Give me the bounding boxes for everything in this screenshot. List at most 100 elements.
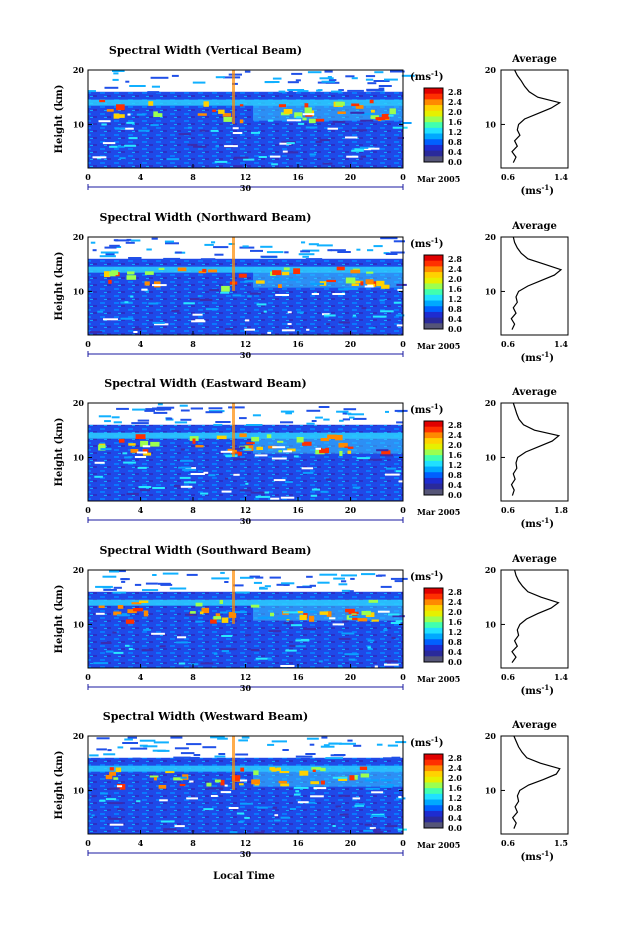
heatmap-cell (112, 591, 127, 594)
heatmap-cell (253, 581, 262, 584)
colorbar-tick-label: 2.4 (448, 597, 462, 607)
x-axis-title: Local Time (213, 871, 275, 882)
heatmap-cell (390, 577, 408, 580)
heatmap-cell (355, 105, 364, 109)
x-tick-label: 0 (85, 838, 91, 848)
heatmap-cell (190, 611, 196, 615)
heatmap-cell (333, 577, 345, 580)
heatmap-cell (195, 445, 204, 448)
heatmap-cell (396, 797, 406, 800)
heatmap-cell (242, 448, 252, 451)
average-title: Average (511, 387, 557, 398)
chart-title: Spectral Width (Vertical Beam) (109, 44, 302, 57)
heatmap-cell (208, 787, 224, 790)
heatmap-cell (297, 611, 304, 614)
heatmap-cell (128, 443, 136, 446)
colorbar-segment (424, 122, 443, 129)
heatmap-cell (118, 438, 125, 443)
heatmap-cell (271, 768, 277, 772)
heatmap-cell (266, 657, 272, 660)
heatmap-cell (257, 616, 267, 619)
heatmap-cell (195, 319, 205, 322)
heatmap-cell (96, 748, 107, 751)
colorbar-segment (424, 771, 443, 778)
heatmap-cell (276, 767, 281, 771)
heatmap-cell (124, 456, 132, 459)
heatmap-cell (256, 446, 263, 450)
heatmap-cell (109, 771, 116, 776)
heatmap-cell (121, 580, 126, 583)
colorbar-segment (424, 799, 443, 806)
colorbar-segment (424, 754, 443, 761)
colorbar-tick-label: 1.2 (448, 627, 462, 637)
heatmap-cell (278, 450, 283, 453)
heatmap-cell (305, 801, 316, 804)
heatmap-cell (255, 657, 268, 660)
colorbar-unit: (ms-1) (410, 735, 443, 749)
heatmap-cell (385, 253, 398, 255)
heatmap-cell (351, 149, 364, 152)
heatmap-cell (366, 88, 385, 91)
colorbar-tick-label: 2.8 (448, 587, 462, 597)
heatmap-cell (108, 280, 112, 284)
heatmap-cell (264, 585, 271, 588)
colorbar-segment (424, 93, 443, 100)
colorbar-segment (424, 489, 443, 496)
heatmap-cell (349, 416, 355, 419)
heatmap-cell (182, 468, 197, 471)
colorbar-segment (424, 477, 443, 485)
heatmap-cell (302, 441, 312, 446)
chart-panel-1: Spectral Width (Northward Beam) 20 10 Heigh… (54, 211, 569, 364)
heatmap-cell (335, 805, 342, 808)
heatmap-cell (285, 649, 297, 652)
colorbar-segment (424, 133, 443, 140)
heatmap-cell (215, 76, 225, 79)
heatmap-cell (319, 139, 330, 142)
colorbar-segment (424, 156, 443, 163)
heatmap-cell (188, 126, 192, 129)
heatmap-cell (396, 283, 407, 286)
heatmap-cell (116, 104, 125, 111)
heatmap-cell (183, 481, 197, 484)
heatmap-streak (232, 403, 235, 457)
colorbar-segment (424, 656, 443, 663)
average-profile-line (511, 69, 562, 163)
heatmap-cell (197, 295, 202, 298)
heatmap-cell (228, 73, 242, 76)
heatmap-cell (125, 80, 130, 83)
average-x-tick-label: 1.8 (554, 505, 568, 515)
heatmap-cell (117, 746, 124, 749)
heatmap-cell (364, 823, 373, 826)
heatmap-cell (274, 814, 279, 817)
heatmap-cell (343, 408, 357, 411)
heatmap-cell (381, 284, 390, 289)
colorbar-tick-label: 0.4 (448, 314, 462, 324)
heatmap-cell (135, 434, 146, 439)
heatmap-cell (350, 269, 361, 274)
heatmap-cell (106, 109, 114, 112)
heatmap-cell (308, 118, 316, 124)
heatmap-cell (100, 642, 112, 644)
colorbar-segment (424, 822, 443, 829)
heatmap-cell (156, 408, 165, 411)
heatmap-cell (392, 615, 405, 618)
heatmap-cell (136, 800, 141, 803)
heatmap-cell (380, 237, 398, 240)
heatmap-cell (228, 243, 235, 245)
heatmap-cell (305, 258, 323, 261)
heatmap-cell (256, 303, 267, 306)
heatmap-cell (384, 663, 399, 666)
colorbar-segment (424, 127, 443, 135)
heatmap-cell (315, 416, 323, 419)
colorbar-tick-label: 1.6 (448, 117, 462, 127)
heatmap-cell (326, 279, 336, 283)
heatmap-cell (224, 328, 234, 330)
heatmap-cell (239, 246, 255, 249)
heatmap-cell (349, 775, 356, 781)
heatmap-cell (113, 777, 119, 780)
x-tick-label: 0 (85, 339, 91, 349)
heatmap-cell (351, 77, 358, 80)
colorbar-segment (424, 272, 443, 279)
heatmap-cell (132, 757, 141, 760)
heatmap-cell (354, 280, 364, 284)
